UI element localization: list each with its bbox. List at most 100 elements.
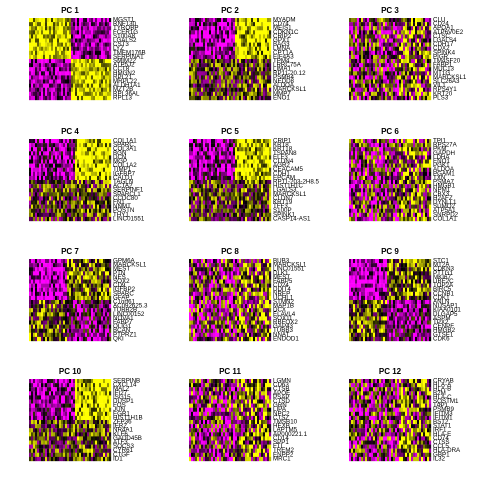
heatmap-cell	[393, 75, 395, 79]
heatmap-cell	[37, 188, 39, 192]
heatmap-cell	[83, 151, 85, 155]
heatmap-cell	[229, 176, 231, 180]
heatmap-cell	[89, 192, 91, 196]
heatmap-cell	[255, 164, 257, 168]
heatmap-cell	[263, 143, 265, 147]
heatmap-cell	[365, 55, 367, 59]
heatmap-cell	[417, 147, 419, 151]
heatmap-cell	[63, 188, 65, 192]
heatmap-cell	[385, 22, 387, 26]
heatmap-cell	[221, 59, 223, 63]
heatmap-cell	[37, 84, 39, 88]
heatmap-cell	[195, 39, 197, 43]
heatmap-cell	[407, 88, 409, 92]
heatmap-cell	[89, 34, 91, 38]
heatmap-cell	[39, 47, 41, 51]
heatmap-cell	[353, 75, 355, 79]
heatmap-cell	[241, 201, 243, 205]
heatmap-cell	[223, 84, 225, 88]
heatmap-cell	[269, 164, 271, 168]
heatmap-cell	[421, 147, 423, 151]
heatmap-cell	[253, 43, 255, 47]
heatmap-cell	[41, 217, 43, 221]
heatmap-cell	[33, 26, 35, 30]
heatmap-cell	[375, 80, 377, 84]
heatmap-cell	[217, 67, 219, 71]
heatmap-cell	[73, 192, 75, 196]
heatmap-cell	[65, 26, 67, 30]
heatmap-cell	[387, 92, 389, 96]
heatmap-cell	[209, 75, 211, 79]
heatmap-cell	[69, 217, 71, 221]
heatmap-cell	[39, 184, 41, 188]
heatmap-cell	[109, 55, 111, 59]
heatmap-cell	[35, 151, 37, 155]
heatmap-cell	[379, 184, 381, 188]
heatmap-cell	[53, 34, 55, 38]
heatmap-cell	[59, 201, 61, 205]
heatmap-cell	[401, 80, 403, 84]
heatmap-cell	[359, 75, 361, 79]
heatmap-cell	[213, 80, 215, 84]
heatmap-cell	[41, 160, 43, 164]
heatmap-cell	[225, 47, 227, 51]
heatmap-cell	[389, 192, 391, 196]
heatmap-cell	[205, 147, 207, 151]
heatmap-cell	[107, 201, 109, 205]
heatmap-cell	[367, 71, 369, 75]
heatmap-cell	[421, 96, 423, 100]
heatmap-cell	[191, 172, 193, 176]
heatmap-cell	[425, 55, 427, 59]
heatmap-cell	[35, 205, 37, 209]
heatmap-cell	[265, 151, 267, 155]
heatmap-cell	[359, 147, 361, 151]
heatmap-cell	[407, 59, 409, 63]
heatmap-cell	[203, 59, 205, 63]
heatmap-cell	[397, 47, 399, 51]
heatmap-cell	[371, 176, 373, 180]
heatmap-cell	[401, 151, 403, 155]
heatmap-cell	[33, 96, 35, 100]
heatmap-cell	[421, 18, 423, 22]
heatmap-cell	[209, 139, 211, 143]
heatmap-cell	[189, 51, 191, 55]
heatmap-cell	[217, 168, 219, 172]
heatmap-cell	[67, 51, 69, 55]
heatmap-cell	[51, 55, 53, 59]
heatmap-cell	[195, 96, 197, 100]
heatmap-cell	[85, 143, 87, 147]
heatmap-cell	[51, 168, 53, 172]
heatmap-cell	[193, 39, 195, 43]
heatmap-cell	[261, 51, 263, 55]
heatmap-cell	[69, 51, 71, 55]
heatmap-cell	[413, 39, 415, 43]
heatmap-cell	[65, 217, 67, 221]
heatmap-cell	[47, 151, 49, 155]
heatmap-cell	[407, 168, 409, 172]
heatmap-cell	[71, 192, 73, 196]
heatmap-cell	[415, 184, 417, 188]
heatmap-cell	[411, 176, 413, 180]
heatmap-cell	[217, 209, 219, 213]
heatmap-cell	[259, 88, 261, 92]
heatmap-cell	[51, 176, 53, 180]
heatmap-cell	[249, 213, 251, 217]
heatmap-cell	[351, 34, 353, 38]
heatmap-cell	[197, 151, 199, 155]
heatmap-cell	[233, 205, 235, 209]
heatmap-cell	[95, 71, 97, 75]
heatmap-cell	[199, 184, 201, 188]
heatmap-cell	[75, 22, 77, 26]
heatmap-cell	[239, 213, 241, 217]
heatmap-cell	[63, 96, 65, 100]
heatmap-cell	[67, 188, 69, 192]
heatmap-cell	[407, 209, 409, 213]
heatmap-cell	[377, 92, 379, 96]
heatmap-cell	[349, 26, 351, 30]
heatmap-cell	[47, 184, 49, 188]
heatmap-cell	[397, 22, 399, 26]
heatmap-cell	[259, 196, 261, 200]
heatmap-cell	[89, 67, 91, 71]
heatmap-cell	[227, 92, 229, 96]
heatmap-cell	[89, 26, 91, 30]
